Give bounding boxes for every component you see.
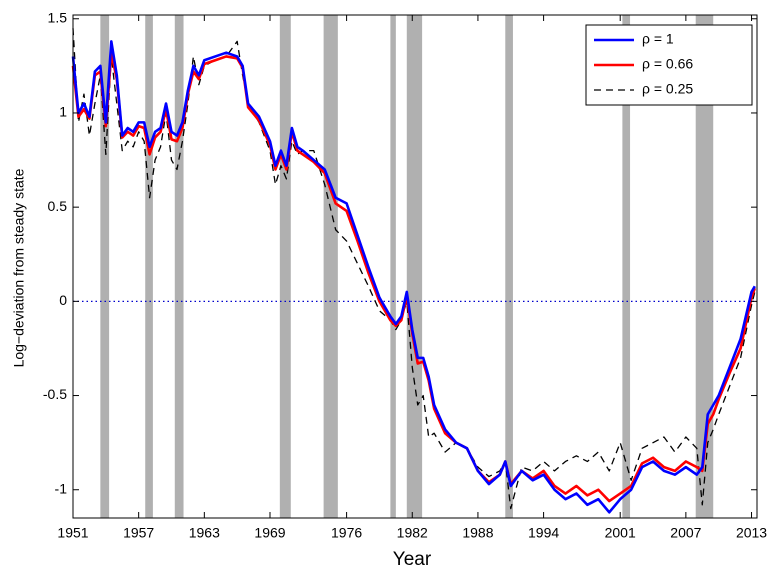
y-tick-label: 0: [59, 292, 67, 308]
legend-label: ρ = 1: [642, 31, 674, 47]
series-line: [71, 51, 757, 503]
x-tick-label: 1994: [528, 525, 559, 541]
x-tick-label: 2001: [605, 525, 636, 541]
x-tick-label: 2007: [670, 525, 701, 541]
recession-band: [695, 15, 714, 518]
recession-band: [100, 15, 110, 518]
y-tick-label: 0.5: [48, 198, 68, 214]
recession-band: [505, 15, 513, 518]
series-line: [72, 28, 756, 510]
recession-band: [145, 15, 153, 518]
y-tick-label: -1: [55, 480, 68, 496]
recession-band: [323, 15, 338, 518]
legend-label: ρ = 0.25: [642, 81, 693, 97]
x-tick-label: 1982: [397, 525, 428, 541]
x-tick-label: 1988: [462, 525, 493, 541]
legend-label: ρ = 0.66: [642, 56, 693, 72]
x-tick-label: 1963: [189, 525, 220, 541]
recession-band: [279, 15, 291, 518]
x-tick-label: 2013: [736, 525, 767, 541]
recession-band: [406, 15, 423, 518]
y-tick-label: -0.5: [43, 386, 67, 402]
plot-frame: [72, 14, 758, 519]
recession-band: [174, 15, 184, 518]
x-tick-label: 1969: [254, 525, 285, 541]
recession-band: [622, 15, 631, 518]
recession-band: [390, 15, 396, 518]
legend-box: [585, 24, 753, 106]
x-tick-label: 1951: [57, 525, 88, 541]
y-axis-label: Log−deviation from steady state: [11, 168, 27, 367]
x-tick-label: 1976: [331, 525, 362, 541]
x-tick-label: 1957: [123, 525, 154, 541]
series-line: [71, 40, 756, 514]
y-tick-label: 1: [59, 104, 67, 120]
x-axis-label: Year: [393, 549, 432, 570]
y-tick-label: 1.5: [48, 9, 68, 25]
